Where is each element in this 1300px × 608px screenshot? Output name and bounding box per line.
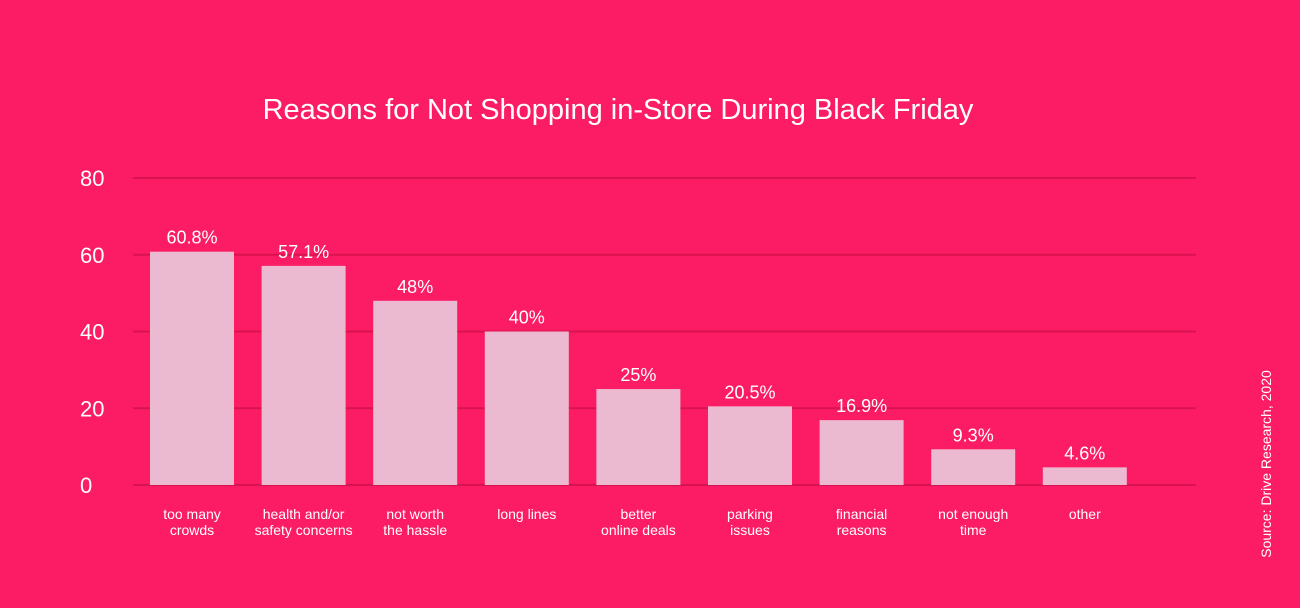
data-label: 16.9% <box>836 396 887 416</box>
bar <box>484 331 569 485</box>
data-label: 20.5% <box>724 382 775 402</box>
category-label-line: financial <box>836 506 887 522</box>
data-label: 25% <box>620 365 656 385</box>
data-label: 40% <box>509 308 545 328</box>
category-label: better online deals <box>601 506 676 538</box>
category-label: long lines <box>497 506 556 522</box>
category-label: health and/or safety concerns <box>255 506 353 538</box>
category-label-line: too many <box>163 506 221 522</box>
category-label: not worth the hassle <box>383 506 447 538</box>
bar <box>150 251 234 485</box>
bar <box>931 449 1016 485</box>
bar <box>1042 467 1127 485</box>
y-tick-label: 60 <box>80 243 104 268</box>
bar <box>596 389 681 485</box>
category-label-line: time <box>960 522 987 538</box>
category-label-line: other <box>1069 506 1101 522</box>
y-tick-label: 0 <box>80 473 92 498</box>
y-tick-label: 80 <box>80 166 104 191</box>
category-label: parking issues <box>727 506 773 538</box>
category-label: financial reasons <box>836 506 887 538</box>
category-label: other <box>1069 506 1101 522</box>
bar <box>819 420 904 485</box>
bar <box>708 406 792 485</box>
y-tick-label: 40 <box>80 320 104 345</box>
source-note: Source: Drive Research, 2020 <box>1258 370 1274 558</box>
category-label: too many crowds <box>163 506 221 538</box>
y-tick-label: 20 <box>80 396 104 421</box>
category-label-line: safety concerns <box>255 522 353 538</box>
category-label-line: not worth <box>386 506 444 522</box>
chart-title: Reasons for Not Shopping in-Store During… <box>262 94 974 126</box>
category-label-line: not enough <box>938 506 1008 522</box>
category-label-line: the hassle <box>383 522 447 538</box>
data-label: 60.8% <box>166 228 217 248</box>
data-label: 57.1% <box>278 242 329 262</box>
data-label: 48% <box>397 277 433 297</box>
category-label-line: issues <box>730 522 770 538</box>
data-label: 4.6% <box>1064 443 1105 463</box>
category-label: not enough time <box>938 506 1008 538</box>
category-label-line: health and/or <box>263 506 345 522</box>
category-label-line: parking <box>727 506 773 522</box>
bar <box>261 265 346 485</box>
category-label-line: online deals <box>601 522 676 538</box>
data-label: 9.3% <box>953 425 994 445</box>
category-label-line: better <box>620 506 656 522</box>
bar <box>373 300 458 485</box>
category-label-line: crowds <box>170 522 214 538</box>
category-label-line: reasons <box>837 522 887 538</box>
category-label-line: long lines <box>497 506 556 522</box>
